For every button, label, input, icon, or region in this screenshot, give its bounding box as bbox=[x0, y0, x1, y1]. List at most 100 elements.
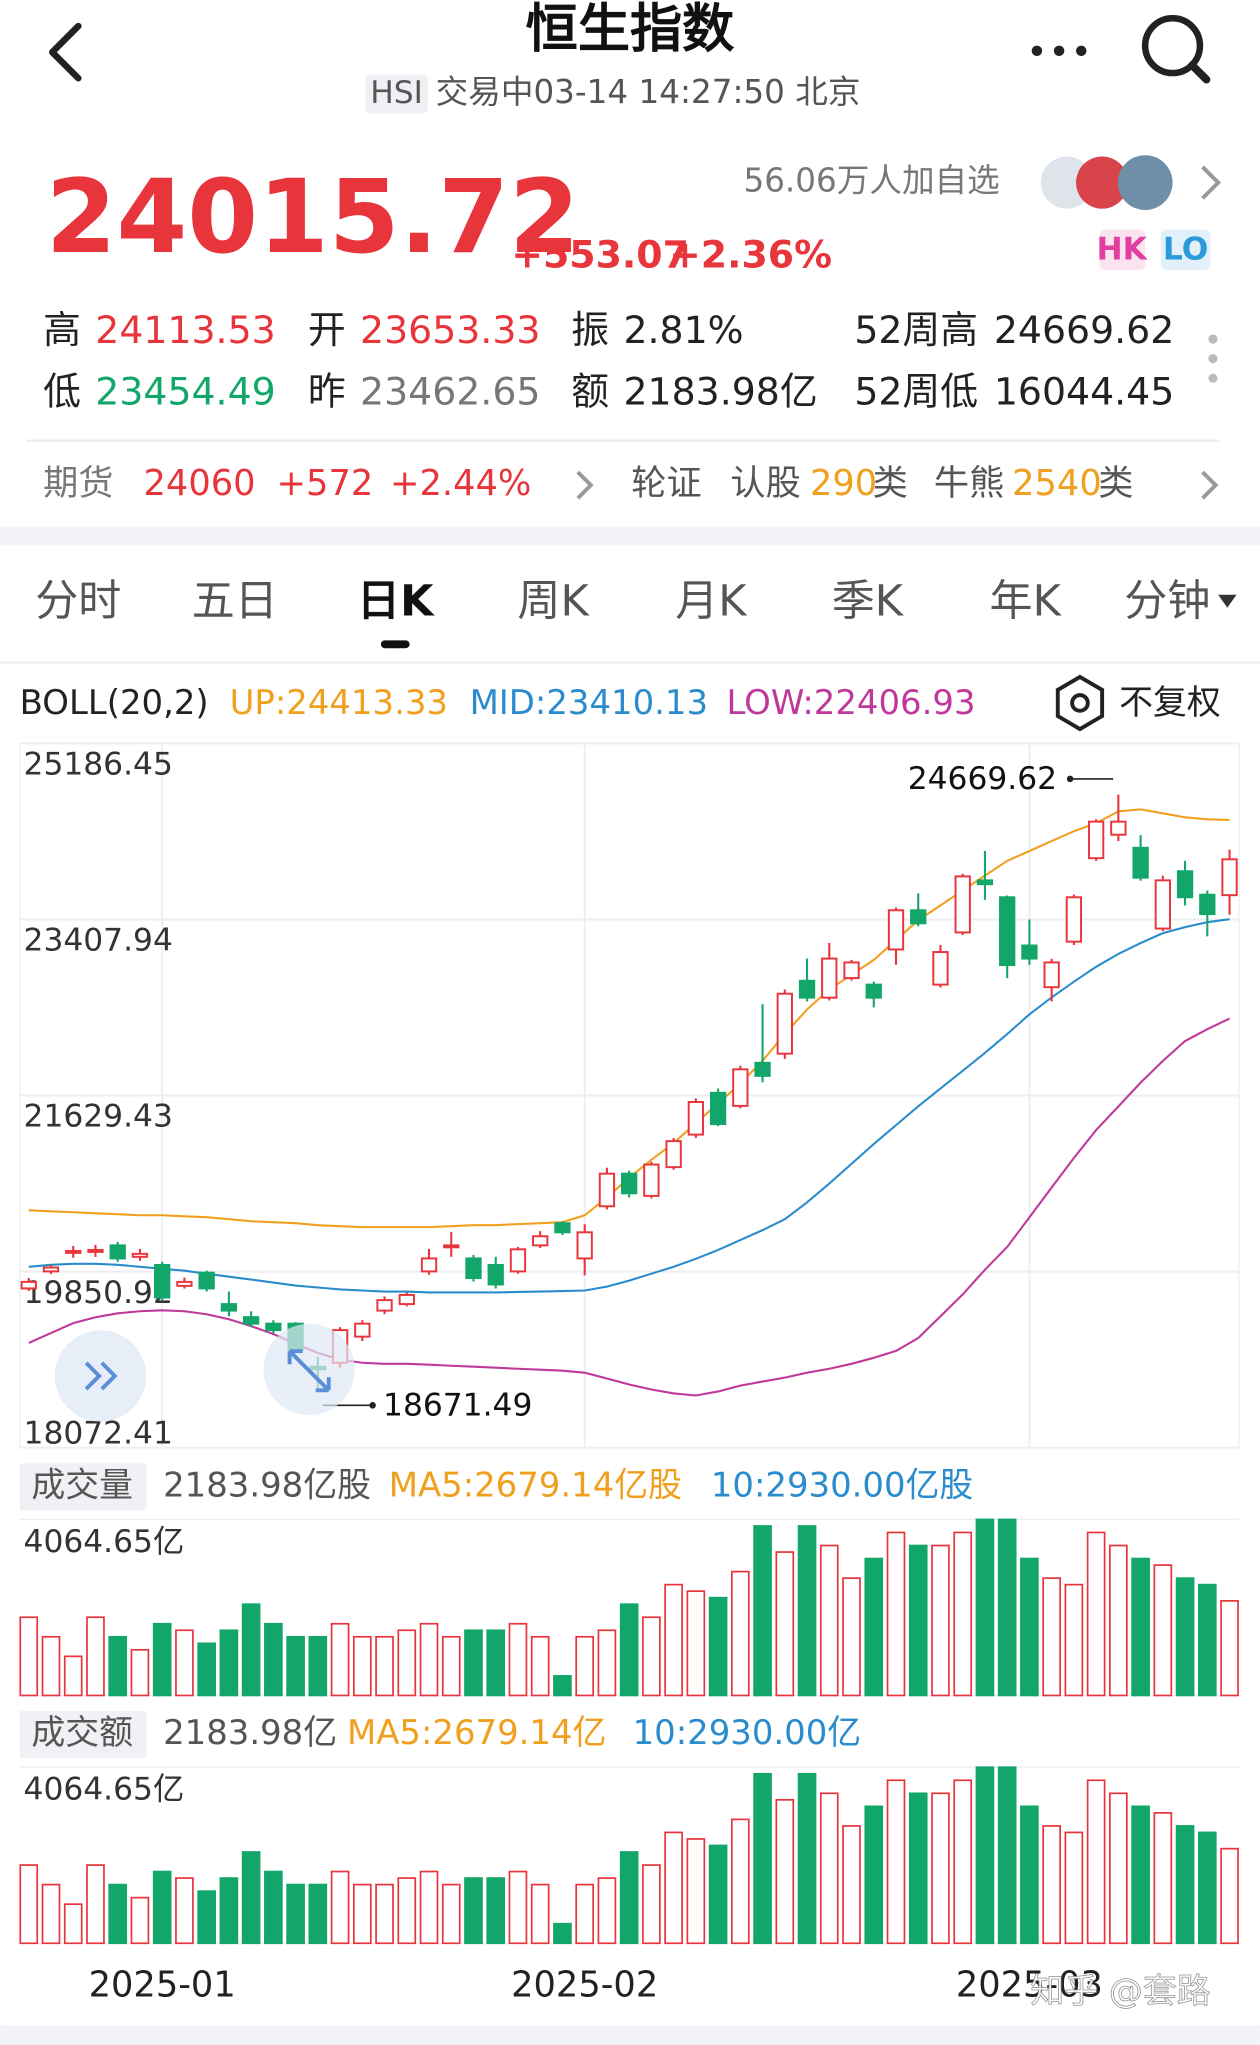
volume-bar bbox=[1086, 1779, 1106, 1945]
candle-body bbox=[1132, 846, 1149, 879]
candle-body bbox=[843, 961, 860, 980]
more-stats[interactable] bbox=[1208, 334, 1218, 383]
volume-bar bbox=[1042, 1577, 1061, 1697]
tab[interactable]: 分钟 bbox=[1124, 576, 1210, 626]
volume-bar bbox=[797, 1525, 817, 1697]
volume-bar bbox=[1064, 1831, 1084, 1945]
volume-bar bbox=[241, 1603, 261, 1697]
tab[interactable]: 五日 bbox=[192, 576, 278, 626]
settings-icon[interactable] bbox=[1055, 674, 1105, 732]
volume-bar bbox=[41, 1635, 61, 1697]
search-button[interactable] bbox=[1141, 14, 1211, 84]
volume-bar bbox=[397, 1629, 417, 1697]
label-box bbox=[19, 1463, 147, 1511]
candle-body bbox=[1021, 944, 1038, 960]
y-tick-label: 21629.43 bbox=[24, 1099, 173, 1135]
candle-body bbox=[131, 1252, 149, 1258]
candle-body bbox=[687, 1101, 705, 1136]
legend-label: UP:24413.33 bbox=[230, 683, 448, 722]
volume-bar bbox=[686, 1590, 706, 1697]
volume-bar bbox=[886, 1779, 906, 1945]
volume-bar bbox=[775, 1551, 795, 1697]
tab[interactable]: 分时 bbox=[35, 576, 121, 626]
tab[interactable]: 年K bbox=[990, 576, 1063, 626]
volume-bar bbox=[464, 1629, 483, 1697]
candle-body bbox=[1221, 858, 1238, 897]
dropdown-arrow[interactable] bbox=[1218, 594, 1237, 608]
volume-bar bbox=[953, 1531, 973, 1697]
volume-bar bbox=[352, 1635, 372, 1697]
volume-bar bbox=[1153, 1564, 1173, 1697]
chevron[interactable] bbox=[576, 470, 594, 500]
x-tick-label: 2025-03 bbox=[956, 1964, 1103, 2005]
tab[interactable]: 季K bbox=[832, 576, 905, 626]
volume-bar bbox=[753, 1525, 772, 1697]
candle-body bbox=[220, 1303, 238, 1312]
volume-bar bbox=[664, 1583, 683, 1697]
volume-bar bbox=[975, 1518, 995, 1697]
followers-chevron[interactable] bbox=[1201, 165, 1221, 200]
volume-bar bbox=[152, 1622, 172, 1697]
more-button[interactable] bbox=[1031, 45, 1087, 57]
volume-bar bbox=[597, 1877, 617, 1945]
adjust-mode[interactable]: 不复权 bbox=[1119, 683, 1221, 722]
volume-bar bbox=[1175, 1577, 1195, 1697]
stat-label: 低 bbox=[43, 369, 81, 413]
tab[interactable]: 月K bbox=[675, 576, 748, 626]
volume-bar bbox=[508, 1622, 528, 1697]
tab[interactable]: 周K bbox=[517, 576, 590, 626]
volume-bar bbox=[108, 1635, 128, 1697]
candle-body bbox=[932, 951, 949, 986]
candle-body bbox=[887, 909, 905, 951]
volume-bar bbox=[86, 1616, 105, 1697]
volume-bar bbox=[441, 1883, 461, 1945]
candle-body bbox=[621, 1172, 638, 1195]
stat-label: 52周高 bbox=[854, 308, 978, 352]
volume-bar bbox=[553, 1922, 572, 1945]
volume-bar bbox=[241, 1851, 261, 1945]
volume-bar bbox=[642, 1864, 661, 1945]
candle-body bbox=[20, 1280, 37, 1290]
footer-gap bbox=[0, 2025, 1260, 2045]
candle-body bbox=[1065, 896, 1083, 943]
warrants-link[interactable]: 轮证 bbox=[631, 463, 701, 504]
volume-bar bbox=[642, 1616, 661, 1697]
stat-value: 2183.98亿 bbox=[623, 369, 817, 413]
candle-body bbox=[709, 1091, 727, 1126]
volume-bar bbox=[130, 1896, 150, 1945]
y-tick-label: 23407.94 bbox=[24, 923, 173, 959]
futures-label: 期货 bbox=[43, 463, 113, 504]
market-code: HSI bbox=[370, 75, 423, 111]
panel-legend: 10:2930.00亿 bbox=[633, 1713, 862, 1752]
volume-bar bbox=[753, 1772, 772, 1945]
indicator-name: BOLL(20,2) bbox=[20, 683, 209, 722]
volume-bar bbox=[508, 1870, 528, 1945]
candle-body bbox=[1043, 961, 1060, 989]
volume-bar bbox=[441, 1635, 461, 1697]
max-label: 24669.62 bbox=[908, 761, 1057, 797]
stat-label: 振 bbox=[571, 308, 609, 352]
candle-body bbox=[154, 1263, 171, 1299]
volume-bar bbox=[731, 1570, 750, 1697]
volume-bar bbox=[1109, 1544, 1128, 1697]
back-button[interactable] bbox=[48, 22, 82, 82]
volume-bar bbox=[86, 1864, 105, 1945]
stat-value: 23653.33 bbox=[360, 308, 540, 352]
candle-body bbox=[465, 1257, 482, 1280]
chevron[interactable] bbox=[1201, 470, 1219, 500]
volume-bar bbox=[486, 1629, 506, 1697]
candle-body bbox=[643, 1163, 660, 1197]
stat-label: 额 bbox=[571, 369, 609, 413]
candle-body bbox=[910, 909, 927, 925]
volume-bar bbox=[152, 1870, 172, 1945]
volume-bar bbox=[575, 1635, 595, 1697]
volume-bar bbox=[419, 1870, 439, 1945]
legend-label: MID:23410.13 bbox=[470, 683, 708, 722]
section-gap bbox=[0, 526, 1260, 546]
volume-bar bbox=[842, 1825, 861, 1945]
tab[interactable]: 日K bbox=[357, 576, 435, 626]
volume-bar bbox=[352, 1883, 372, 1945]
candle-body bbox=[398, 1293, 415, 1306]
